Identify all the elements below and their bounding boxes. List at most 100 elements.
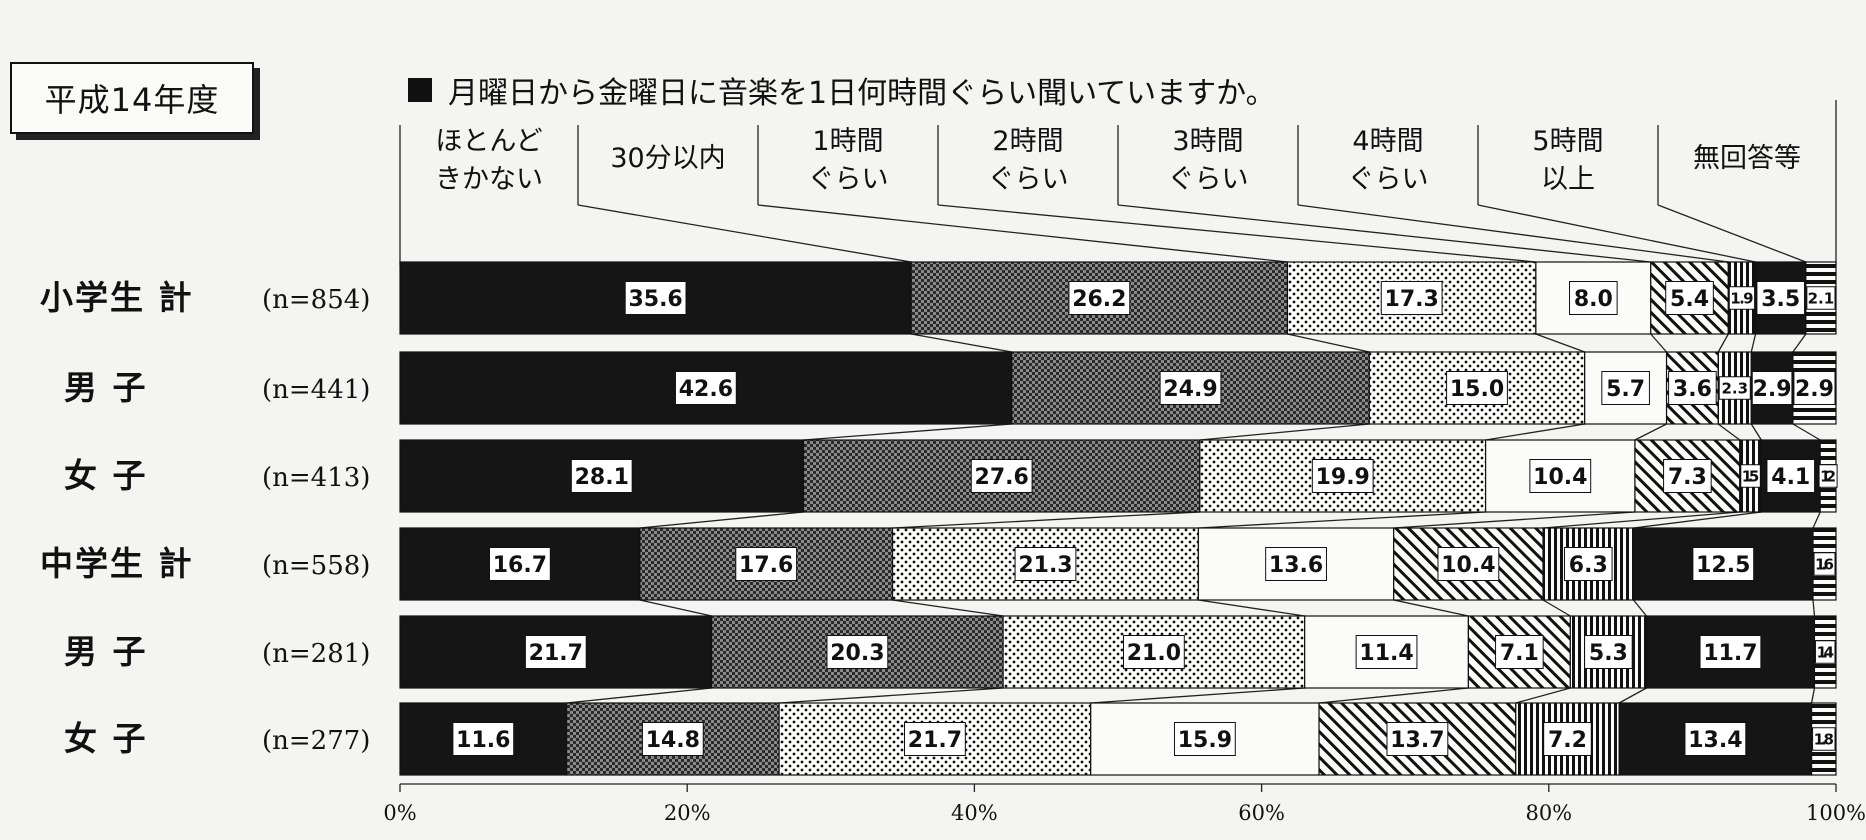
value-label: 13.7: [1390, 728, 1444, 753]
value-label: 15.9: [1178, 728, 1232, 753]
n-label: (n=413): [262, 463, 370, 493]
segment-connector: [1393, 511, 1636, 529]
segment-connector: [892, 511, 1200, 529]
legend: ほとんどきかない30分以内1時間ぐらい2時間ぐらい3時間ぐらい4時間ぐらい5時間…: [399, 100, 1837, 265]
chart-title-text: 月曜日から金曜日に音楽を1日何時間ぐらい聞いていますか。: [448, 76, 1276, 111]
category-label: 小学生 計: [40, 278, 194, 317]
bar-row: 35.6 26.2 17.3 8.0 5.4 1.9 3.5 2.1: [399, 261, 1837, 335]
value-label-box: [1665, 281, 1714, 315]
segment-connector: [1717, 333, 1729, 353]
title-square-icon: [408, 78, 432, 102]
segment-connector: [1090, 687, 1305, 704]
value-label: 1.2: [1820, 467, 1836, 485]
x-axis: 0% 20% 40% 60% 80% 100%: [383, 783, 1866, 825]
value-label-box: [1355, 635, 1418, 669]
segment-connector: [1792, 333, 1807, 353]
legend-connector: [1117, 204, 1651, 263]
value-label-box: [826, 635, 889, 669]
value-label-box: [904, 722, 966, 756]
segment-connector: [1287, 333, 1370, 353]
segment-connector: [1543, 511, 1740, 529]
segment-connector: [1812, 511, 1821, 529]
value-label: 13.4: [1688, 728, 1742, 753]
segment-connector: [566, 687, 712, 704]
category-label: 女 子: [64, 456, 148, 495]
segment-connector: [1199, 423, 1370, 441]
value-label: 11.7: [1703, 641, 1757, 666]
value-label-box: [641, 722, 704, 756]
legend-connector: [1657, 204, 1807, 263]
legend-connector: [1297, 204, 1729, 263]
segment-connector: [1792, 423, 1821, 441]
value-label: 21.3: [1018, 553, 1072, 578]
value-label: 1.8: [1814, 730, 1834, 748]
n-label: (n=854): [262, 285, 370, 315]
value-label-box: [1386, 722, 1449, 756]
value-label: 7.1: [1500, 641, 1539, 666]
legend-label: ぐらい: [988, 164, 1069, 195]
x-tick-label: 80%: [1525, 801, 1572, 825]
legend-label: 3時間: [1172, 126, 1243, 157]
category-label: 男 子: [64, 632, 148, 671]
legend-label: 以上: [1541, 164, 1595, 195]
value-label: 13.6: [1269, 553, 1323, 578]
value-label-box: [1813, 552, 1836, 576]
legend-connector: [1477, 204, 1756, 263]
value-label: 3.6: [1673, 377, 1712, 402]
segment-connector: [1535, 333, 1585, 353]
value-label-box: [1814, 640, 1836, 664]
value-label-box: [1014, 547, 1077, 581]
segment-connector: [911, 333, 1012, 353]
category-label: 男 子: [64, 368, 148, 407]
segment-connector: [1650, 333, 1668, 353]
value-label-box: [1766, 459, 1816, 493]
value-label-box: [570, 459, 633, 493]
value-label: 21.7: [529, 641, 583, 666]
value-label: 42.6: [679, 377, 733, 402]
segment-connector: [1515, 687, 1571, 704]
value-label-box: [1756, 281, 1806, 315]
value-label-box: [1812, 727, 1836, 751]
segment-connector: [1812, 599, 1816, 617]
value-label-box: [970, 459, 1033, 493]
value-label: 5.4: [1670, 287, 1709, 312]
value-label-box: [1684, 722, 1747, 756]
bar-row: 21.7 20.3 21.0 11.4 7.1 5.3 11.7 1.4: [399, 615, 1837, 689]
segment-connector: [1198, 599, 1305, 617]
value-label: 2.9: [1753, 377, 1792, 402]
legend-label: きかない: [435, 164, 543, 195]
segment-connector: [1633, 511, 1762, 529]
bars: 35.6 26.2 17.3 8.0 5.4 1.9 3.5 2.1 42.6 24.9 15.0 5…: [399, 261, 1838, 776]
segment-connector: [779, 687, 1004, 704]
value-label: 21.0: [1127, 641, 1181, 666]
bar-row: 16.7 17.6 21.3 13.6 10.4 6.3 12.5 1.6: [399, 527, 1837, 601]
value-label: 8.0: [1574, 287, 1613, 312]
value-label-box: [624, 281, 687, 315]
x-tick-label: 20%: [664, 801, 711, 825]
bar-row: 28.1 27.6 19.9 10.4 7.3 1.5 4.1 1.2: [399, 439, 1838, 513]
bar-row: 11.6 14.8 21.7 15.9 13.7 7.2 13.4 1.8: [399, 702, 1837, 776]
value-label-box: [1311, 459, 1374, 493]
value-label-box: [1818, 464, 1838, 488]
segment-connector: [1634, 423, 1667, 441]
bar-segment: [1542, 527, 1635, 601]
bar-row: 42.6 24.9 15.0 5.7 3.6 2.3 2.9 2.9: [399, 351, 1837, 425]
bar-segment: [1304, 615, 1469, 689]
value-label: 17.3: [1385, 287, 1439, 312]
value-label: 6.3: [1569, 553, 1608, 578]
value-label: 5.3: [1589, 641, 1628, 666]
value-label: 24.9: [1163, 377, 1217, 402]
category-label: 女 子: [64, 719, 148, 758]
value-label-box: [1718, 376, 1751, 400]
value-label: 27.6: [975, 465, 1029, 490]
legend-label: 5時間: [1532, 126, 1603, 157]
segment-connector: [1750, 423, 1762, 441]
x-tick-label: 0%: [383, 801, 416, 825]
n-label: (n=277): [262, 726, 370, 756]
legend-label: ぐらい: [1168, 164, 1249, 195]
segment-connector: [1318, 687, 1469, 704]
legend-connector: [577, 204, 912, 263]
